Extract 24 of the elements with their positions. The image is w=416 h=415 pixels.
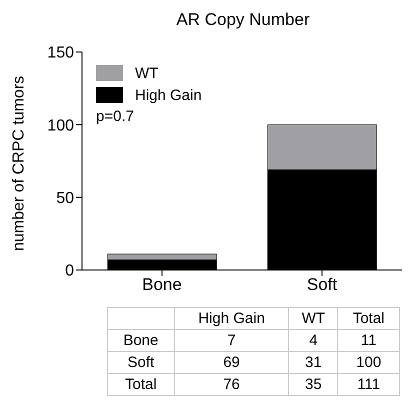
- text: 76: [174, 374, 289, 396]
- text: 11: [338, 330, 400, 352]
- y-tick-label: 50: [56, 190, 74, 208]
- text: Total: [338, 308, 400, 330]
- text: WT: [288, 308, 338, 330]
- y-axis-title: number of CRPC tumors: [10, 76, 28, 251]
- legend-label: High Gain: [135, 86, 202, 104]
- y-tick-label: 150: [47, 44, 74, 62]
- text: Bone: [108, 330, 174, 352]
- text: High Gain: [174, 308, 289, 330]
- text: 111: [338, 374, 400, 396]
- annotation: p=0.7: [96, 108, 134, 125]
- text: 7: [174, 330, 289, 352]
- text: 35: [288, 374, 338, 396]
- text: Soft: [108, 352, 174, 374]
- text: 100: [338, 352, 400, 374]
- chart-title: AR Copy Number: [175, 10, 311, 30]
- legend-label: WT: [135, 64, 158, 82]
- text: 69: [174, 352, 289, 374]
- y-tick-label: 0: [65, 262, 74, 280]
- y-tick-label: 100: [47, 117, 74, 134]
- text: 31: [288, 352, 338, 374]
- text: 4: [288, 330, 338, 352]
- text: Total: [108, 374, 174, 396]
